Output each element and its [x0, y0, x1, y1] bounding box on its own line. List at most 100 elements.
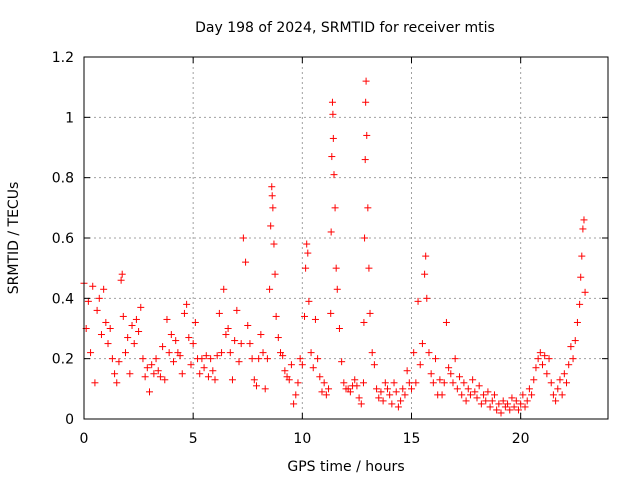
- data-point: [268, 192, 276, 200]
- data-point: [577, 273, 585, 281]
- data-point: [488, 397, 496, 405]
- data-point: [329, 110, 337, 118]
- data-point: [84, 297, 92, 305]
- x-axis-label: GPS time / hours: [287, 459, 404, 475]
- data-point: [386, 391, 394, 399]
- chart-title: Day 198 of 2024, SRMTID for receiver mti…: [195, 20, 495, 36]
- data-point: [473, 394, 481, 402]
- data-point: [246, 340, 254, 348]
- data-point: [469, 376, 477, 384]
- data-point: [449, 379, 457, 387]
- data-point: [281, 367, 289, 375]
- data-point: [422, 252, 430, 260]
- data-point: [554, 385, 562, 393]
- data-point: [150, 370, 158, 378]
- data-point: [269, 204, 277, 212]
- grid-lines: [84, 57, 608, 419]
- data-point: [318, 388, 326, 396]
- data-point: [239, 234, 247, 242]
- data-point: [475, 382, 483, 390]
- data-point: [534, 355, 542, 363]
- data-point: [272, 312, 280, 320]
- data-point: [111, 370, 119, 378]
- data-point: [432, 355, 440, 363]
- data-point: [332, 264, 340, 272]
- data-point: [102, 318, 110, 326]
- data-point: [532, 364, 540, 372]
- data-point: [370, 361, 378, 369]
- data-point: [412, 379, 420, 387]
- data-point: [510, 403, 518, 411]
- data-point: [558, 391, 566, 399]
- data-point: [453, 385, 461, 393]
- data-point: [359, 379, 367, 387]
- data-point: [512, 397, 520, 405]
- data-point: [95, 294, 103, 302]
- data-point: [231, 337, 239, 345]
- data-point: [242, 258, 250, 266]
- data-point: [244, 321, 252, 329]
- data-point: [215, 309, 223, 317]
- data-point: [361, 234, 369, 242]
- data-point: [320, 379, 328, 387]
- data-point: [506, 406, 514, 414]
- data-point: [248, 355, 256, 363]
- data-point: [268, 183, 276, 191]
- data-point: [571, 337, 579, 345]
- data-point: [408, 385, 415, 393]
- data-point: [477, 400, 485, 408]
- data-point: [263, 355, 271, 363]
- data-point: [364, 204, 372, 212]
- data-point: [331, 204, 339, 212]
- data-point: [429, 379, 437, 387]
- data-point: [183, 300, 191, 308]
- data-point: [536, 349, 544, 357]
- data-point: [486, 403, 494, 411]
- data-point: [224, 325, 232, 332]
- data-point: [292, 391, 300, 399]
- data-point: [392, 388, 400, 396]
- data-point: [545, 355, 553, 363]
- data-point: [220, 285, 228, 293]
- data-point: [514, 406, 522, 414]
- data-point: [178, 370, 186, 378]
- data-point: [355, 394, 363, 402]
- data-point: [460, 379, 468, 387]
- data-point: [581, 288, 589, 296]
- data-point: [423, 294, 431, 302]
- data-point: [250, 376, 258, 384]
- data-point: [301, 312, 309, 320]
- data-point: [328, 153, 336, 161]
- data-point: [447, 370, 455, 378]
- data-point: [130, 340, 138, 348]
- data-point: [325, 385, 333, 393]
- data-point: [266, 285, 274, 293]
- data-point: [528, 391, 536, 399]
- data-point: [330, 171, 338, 179]
- data-point: [87, 349, 95, 357]
- data-point: [172, 337, 180, 345]
- data-point: [361, 156, 369, 164]
- data-point: [118, 270, 126, 278]
- data-point: [148, 361, 156, 369]
- data-point: [579, 225, 587, 233]
- data-point: [93, 306, 101, 314]
- data-point: [135, 328, 143, 336]
- data-point: [346, 388, 354, 396]
- data-point: [394, 403, 402, 411]
- data-point: [261, 385, 269, 393]
- data-point: [471, 388, 479, 396]
- data-point: [390, 379, 398, 387]
- data-point: [523, 397, 531, 405]
- x-tick-label: 20: [512, 431, 530, 447]
- data-point: [442, 318, 450, 326]
- data-point: [115, 358, 123, 366]
- data-point: [124, 334, 132, 342]
- data-point: [154, 367, 162, 375]
- data-point: [222, 331, 230, 339]
- data-point: [100, 285, 108, 293]
- data-point: [296, 355, 304, 363]
- data-point: [170, 358, 178, 366]
- data-point: [233, 306, 241, 314]
